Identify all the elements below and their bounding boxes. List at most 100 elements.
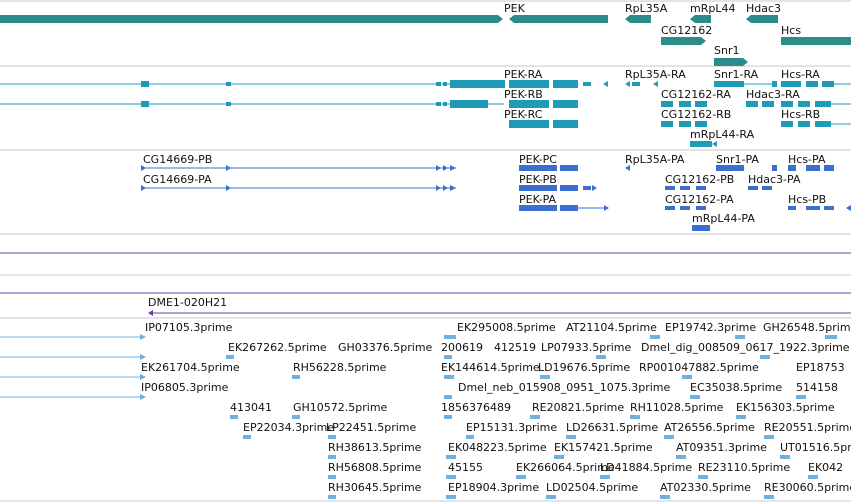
gene-feature-hcs: [781, 37, 851, 45]
gene-label: Hdac3: [746, 2, 781, 15]
est-label: 45155: [448, 461, 483, 474]
est-label: EP19742.3prime: [665, 321, 756, 334]
transcript-label: PEK-RA: [504, 68, 543, 81]
protein-label: RpL35A-PA: [625, 153, 685, 166]
est-label: GH26548.5prime: [763, 321, 851, 334]
est-labels: IP07105.3prime EK295008.5prime AT21104.5…: [141, 321, 851, 494]
est-label: AT21104.5prime: [566, 321, 657, 334]
est-label: LD19676.5prime: [538, 361, 630, 374]
purple-tracks[interactable]: [0, 252, 851, 294]
transcript-label: mRpL44-RA: [690, 128, 755, 141]
protein-track[interactable]: [141, 165, 851, 231]
gene-label: CG12162: [661, 24, 712, 37]
est-label: Dmel_neb_015908_0951_1075.3prime: [458, 381, 670, 394]
est-label: 1856376489: [441, 401, 511, 414]
est-label: EP22034.3prime: [243, 421, 334, 434]
est-label: RE30060.5prime: [764, 481, 851, 494]
protein-label: Hcs-PA: [788, 153, 826, 166]
est-label: AT09351.3prime: [676, 441, 767, 454]
est-label: Dmel_dig_008509_0617_1922.3prime: [641, 341, 850, 354]
est-label: EK042: [808, 461, 843, 474]
protein-label: CG12162-PA: [665, 193, 734, 206]
gene-feature-pek: [509, 15, 608, 23]
transcript-label: Snr1-RA: [714, 68, 759, 81]
transcript-track[interactable]: [0, 80, 851, 147]
est-label: EK157421.5prime: [554, 441, 653, 454]
clone-label: DME1-020H21: [148, 296, 227, 309]
protein-label: Hdac3-PA: [748, 173, 801, 186]
est-label: EP15131.3prime: [466, 421, 557, 434]
est-label: EP18753: [796, 361, 845, 374]
gene-track[interactable]: PEK RpL35A mRpL44 Hdac3 CG12162 Hcs Snr1: [0, 2, 851, 66]
protein-label: Snr1-PA: [716, 153, 759, 166]
est-label: EK144614.5prime: [441, 361, 540, 374]
transcript-label: Hcs-RA: [781, 68, 820, 81]
est-label: LD41884.5prime: [600, 461, 692, 474]
transcript-label: CG12162-RB: [661, 108, 731, 121]
protein-label: PEK-PB: [519, 173, 557, 186]
est-label: EC35038.5prime: [690, 381, 782, 394]
transcript-label: Hcs-RB: [781, 108, 820, 121]
gene-feature-snr1: [714, 58, 748, 66]
est-label: RH38613.5prime: [328, 441, 422, 454]
est-label: RP001047882.5prime: [639, 361, 759, 374]
est-label: RE20551.5prime: [764, 421, 851, 434]
transcript-label: PEK-RC: [504, 108, 543, 121]
protein-label: PEK-PC: [519, 153, 557, 166]
gene-label: RpL35A: [625, 2, 668, 15]
est-label: RH11028.5prime: [630, 401, 724, 414]
est-label: 200619: [441, 341, 483, 354]
est-label: AT26556.5prime: [664, 421, 755, 434]
protein-label: CG12162-PB: [665, 173, 734, 186]
protein-label: CG14669-PB: [143, 153, 212, 166]
gene-feature-cg12162: [661, 37, 706, 45]
transcript-label: Hdac3-RA: [746, 88, 800, 101]
est-label: GH10572.5prime: [293, 401, 388, 414]
est-label: IP06805.3prime: [141, 381, 229, 394]
est-label: UT01516.5prime: [780, 441, 851, 454]
protein-label: mRpL44-PA: [692, 212, 755, 225]
gene-feature-mrpl44: [690, 15, 711, 23]
transcript-label: CG12162-RA: [661, 88, 731, 101]
est-label: IP07105.3prime: [145, 321, 233, 334]
est-label: EK261704.5prime: [141, 361, 240, 374]
gene-label: Snr1: [714, 44, 739, 57]
est-label: RH30645.5prime: [328, 481, 422, 494]
est-label: LP22451.5prime: [326, 421, 417, 434]
gene-label: mRpL44: [690, 2, 735, 15]
est-track[interactable]: [0, 334, 837, 499]
protein-label: PEK-PA: [519, 193, 557, 206]
gene-label: PEK: [504, 2, 526, 15]
protein-label: CG14669-PA: [143, 173, 212, 186]
gene-feature-pek-left: [0, 15, 503, 23]
clone-track[interactable]: DME1-020H21: [148, 296, 851, 316]
est-label: EK295008.5prime: [457, 321, 556, 334]
est-label: RE20821.5prime: [532, 401, 624, 414]
est-label: 514158: [796, 381, 838, 394]
est-label: RE23110.5prime: [698, 461, 790, 474]
est-label: AT02330.5prime: [660, 481, 751, 494]
est-label: LD26631.5prime: [566, 421, 658, 434]
est-label: EK048223.5prime: [448, 441, 547, 454]
est-label: EK267262.5prime: [228, 341, 327, 354]
est-label: LD02504.5prime: [546, 481, 638, 494]
transcript-label: RpL35A-RA: [625, 68, 686, 81]
est-label: 413041: [230, 401, 272, 414]
est-label: GH03376.5prime: [338, 341, 433, 354]
est-label: RH56808.5prime: [328, 461, 422, 474]
est-label: EP18904.3prime: [448, 481, 539, 494]
est-label: LP07933.5prime: [541, 341, 632, 354]
transcript-label: PEK-RB: [504, 88, 543, 101]
est-label: 412519: [494, 341, 536, 354]
transcript-labels: PEK-RA RpL35A-RA Snr1-RA Hcs-RA PEK-RB C…: [504, 68, 820, 141]
gene-label: Hcs: [781, 24, 801, 37]
est-label: RH56228.5prime: [293, 361, 387, 374]
est-label: EK266064.5prime: [516, 461, 615, 474]
protein-labels: CG14669-PB PEK-PC RpL35A-PA Snr1-PA Hcs-…: [143, 153, 826, 225]
gene-feature-rpl35a: [625, 15, 651, 23]
est-label: EK156303.5prime: [736, 401, 835, 414]
gene-feature-hdac3: [746, 15, 778, 23]
